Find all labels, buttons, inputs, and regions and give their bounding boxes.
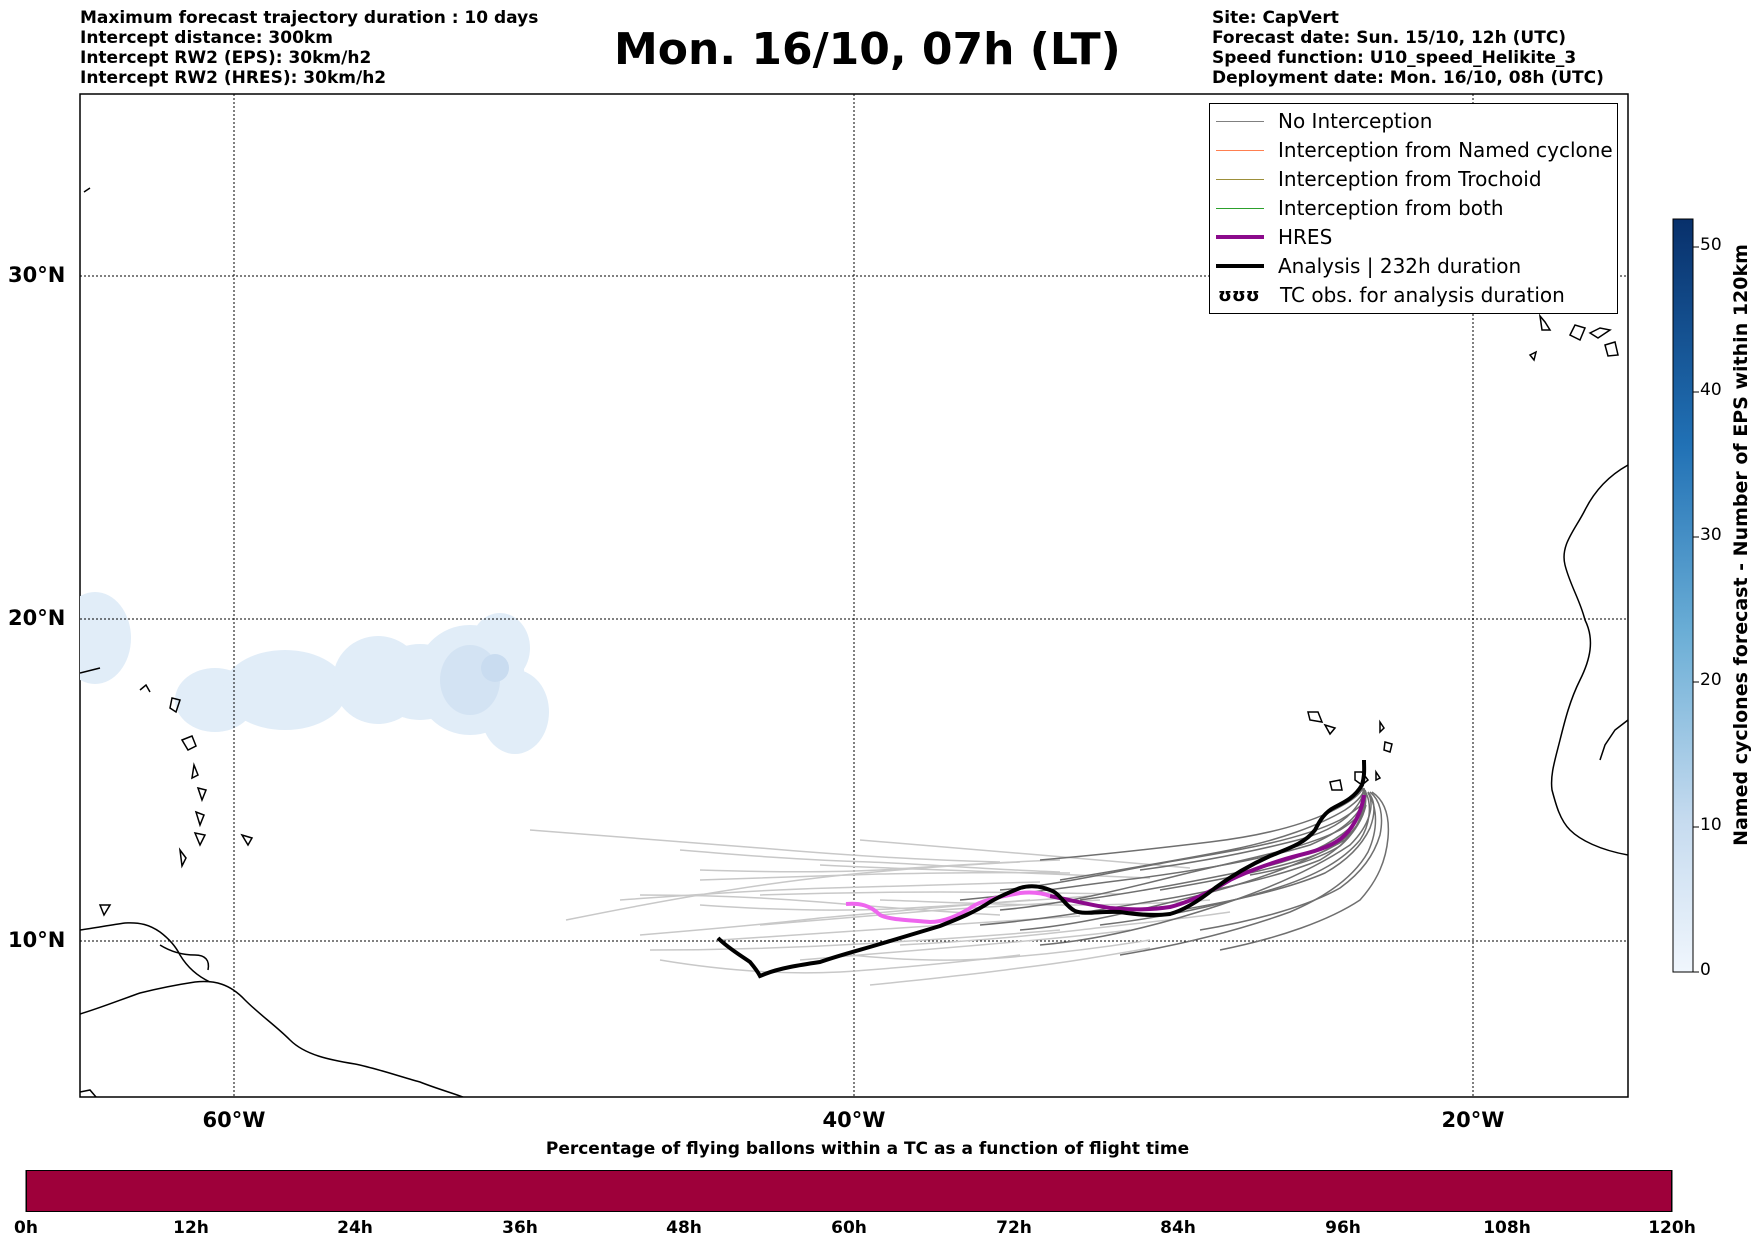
colorbar-tick: 50 xyxy=(1700,235,1722,255)
info-right-line: Site: CapVert xyxy=(1212,8,1339,28)
lat-label: 10°N xyxy=(8,928,66,952)
legend-item: Interception from both xyxy=(1216,195,1504,221)
bottom-bar-title: Percentage of flying ballons within a TC… xyxy=(545,1139,1190,1159)
tc-symbol-icon: ʊʊʊ xyxy=(1218,284,1260,306)
legend-item: HRES xyxy=(1216,224,1332,250)
legend-label: No Interception xyxy=(1278,109,1433,133)
legend-label: HRES xyxy=(1278,225,1333,249)
colorbar-tick: 30 xyxy=(1700,525,1722,545)
lon-label: 20°W xyxy=(1441,1108,1505,1132)
eps-trajectories-dark xyxy=(959,787,1390,956)
bottom-bar-tick: 60h xyxy=(831,1218,867,1238)
eps-trajectories-light xyxy=(529,829,1231,986)
analysis-trajectory xyxy=(716,759,1367,979)
info-left: Maximum forecast trajectory duration : 1… xyxy=(80,8,538,88)
legend-item: ʊʊʊ TC obs. for analysis duration xyxy=(1216,282,1565,308)
colorbar-tick: 20 xyxy=(1700,670,1722,690)
bottom-bar-tick: 0h xyxy=(14,1218,38,1238)
lon-label: 60°W xyxy=(202,1108,266,1132)
colorbar-tick: 0 xyxy=(1700,960,1711,980)
info-left-line: Intercept RW2 (EPS): 30km/h2 xyxy=(80,48,372,68)
info-left-line: Maximum forecast trajectory duration : 1… xyxy=(80,8,539,28)
lon-label: 40°W xyxy=(822,1108,886,1132)
info-right-line: Forecast date: Sun. 15/10, 12h (UTC) xyxy=(1212,28,1567,48)
legend-label: Interception from both xyxy=(1278,196,1504,220)
legend-swatch xyxy=(1216,178,1264,180)
colorbar-tick: 10 xyxy=(1700,815,1722,835)
legend-swatch xyxy=(1216,149,1264,151)
bottom-bar-tick: 48h xyxy=(666,1218,702,1238)
legend-swatch xyxy=(1216,235,1264,239)
legend-item: Interception from Named cyclone xyxy=(1216,137,1613,163)
flight-time-bar xyxy=(26,1170,1672,1212)
lat-label: 30°N xyxy=(8,263,66,287)
legend-item: No Interception xyxy=(1216,108,1432,134)
legend-label: Interception from Trochoid xyxy=(1278,167,1542,191)
bottom-bar-tick: 120h xyxy=(1648,1218,1696,1238)
colorbar-tick: 40 xyxy=(1700,380,1722,400)
colorbar-label: Named cyclones forecast - Number of EPS … xyxy=(1730,244,1752,846)
page-title: Mon. 16/10, 07h (LT) xyxy=(614,24,1121,75)
info-left-line: Intercept RW2 (HRES): 30km/h2 xyxy=(80,68,387,88)
hres-trajectory-light xyxy=(845,890,1051,925)
info-right-line: Deployment date: Mon. 16/10, 08h (UTC) xyxy=(1212,68,1604,88)
bottom-bar-tick: 36h xyxy=(502,1218,538,1238)
lat-label: 20°N xyxy=(8,606,66,630)
legend-label: Interception from Named cyclone xyxy=(1278,138,1613,162)
bottom-bar-tick: 12h xyxy=(173,1218,209,1238)
bottom-bar-tick: 72h xyxy=(996,1218,1032,1238)
legend-item: Analysis | 232h duration xyxy=(1216,253,1521,279)
bottom-bar-tick: 96h xyxy=(1325,1218,1361,1238)
colorbar xyxy=(1672,218,1694,973)
info-left-line: Intercept distance: 300km xyxy=(80,28,333,48)
legend-label: Analysis | 232h duration xyxy=(1278,254,1522,278)
info-right-line: Speed function: U10_speed_Helikite_3 xyxy=(1212,48,1577,68)
coastlines xyxy=(80,187,1628,1097)
bottom-bar-tick: 108h xyxy=(1483,1218,1531,1238)
legend-swatch xyxy=(1216,120,1264,122)
legend-label: TC obs. for analysis duration xyxy=(1280,283,1565,307)
legend-swatch xyxy=(1216,207,1264,209)
bottom-bar-tick: 84h xyxy=(1160,1218,1196,1238)
legend-swatch xyxy=(1216,264,1264,268)
info-right: Site: CapVert Forecast date: Sun. 15/10,… xyxy=(1212,8,1604,88)
bottom-bar-tick: 24h xyxy=(337,1218,373,1238)
legend-item: Interception from Trochoid xyxy=(1216,166,1542,192)
legend: No Interception Interception from Named … xyxy=(1209,103,1618,314)
